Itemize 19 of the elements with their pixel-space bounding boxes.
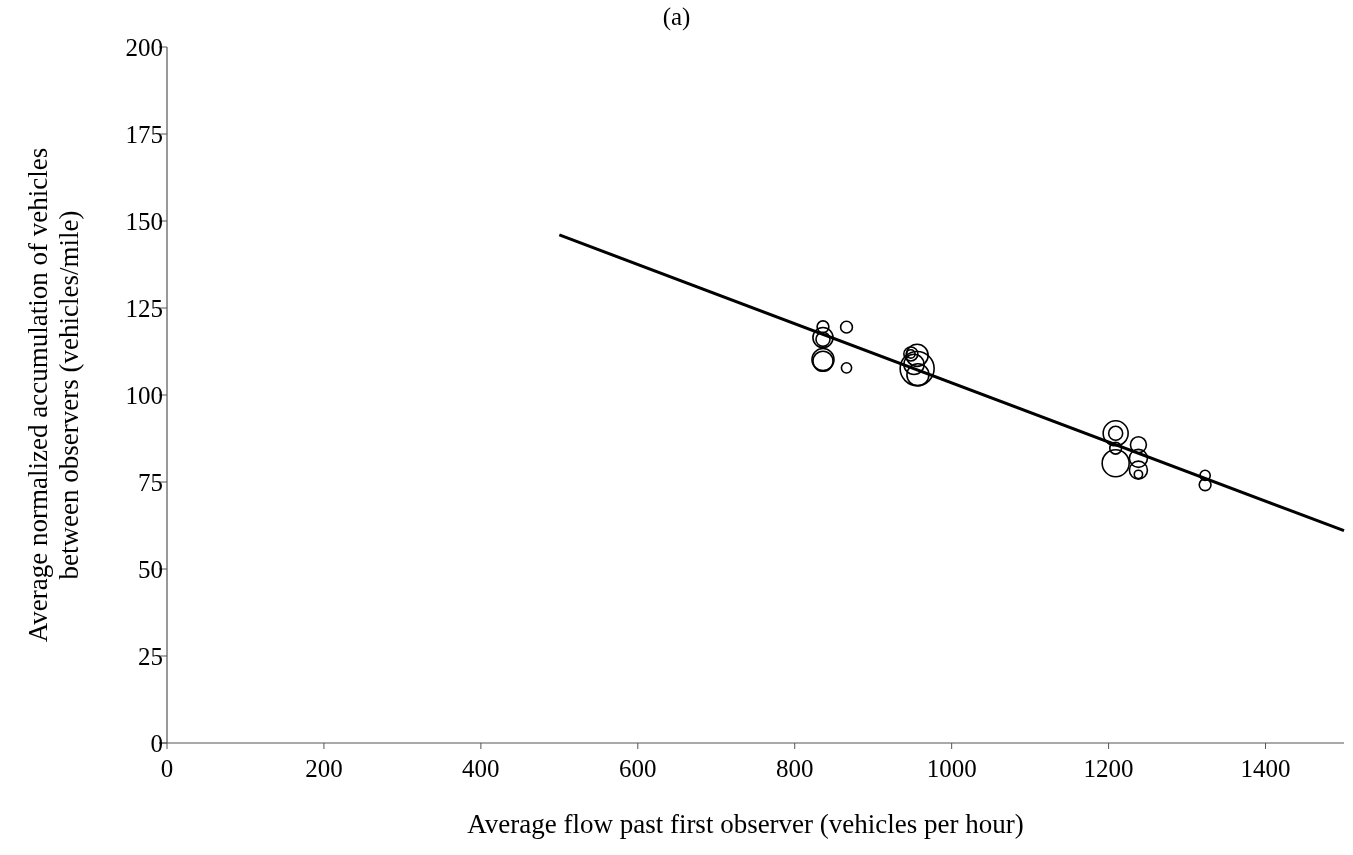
y-tick-label: 50: [138, 555, 163, 583]
y-tick-label: 75: [138, 468, 163, 496]
x-tick-label: 1200: [1083, 755, 1134, 782]
y-tick-label: 25: [138, 642, 163, 670]
x-tick-label: 1000: [926, 755, 977, 782]
y-axis-title: Average normalized accumulation of vehicles between observers (vehicles/mile): [22, 147, 84, 643]
y-tick-label: 0: [150, 729, 163, 757]
x-tick-label: 1400: [1240, 755, 1291, 782]
y-tick-label: 100: [125, 381, 163, 409]
y-tick-label: 125: [125, 294, 163, 322]
x-tick-label: 800: [775, 755, 814, 782]
x-axis-title: Average flow past first observer (vehicles per hour): [467, 809, 1024, 839]
x-tick-label: 600: [619, 755, 657, 782]
y-tick-label: 150: [125, 207, 163, 235]
y-tick-label: 175: [125, 120, 163, 148]
x-tick-label: 400: [462, 755, 500, 782]
chart-title: (a): [662, 3, 691, 31]
y-tick-label: 200: [125, 33, 163, 61]
x-tick-label: 200: [305, 755, 343, 782]
